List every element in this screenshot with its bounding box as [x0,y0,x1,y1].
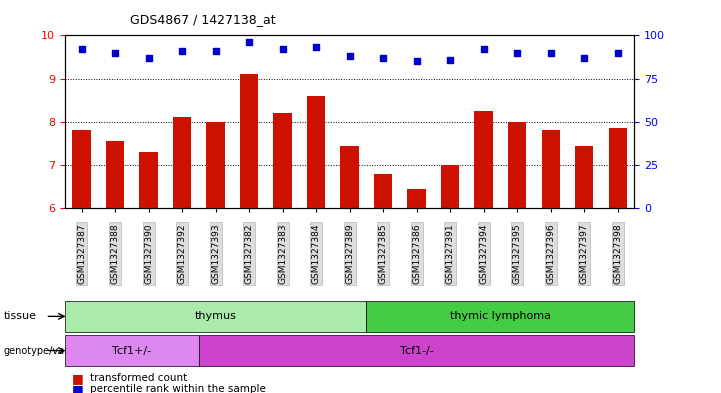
Bar [72,130,91,208]
Point [511,50,523,56]
Text: Tcf1+/-: Tcf1+/- [112,345,151,356]
Bar [206,122,225,208]
Point [177,48,188,54]
Point [76,46,87,52]
Text: Tcf1-/-: Tcf1-/- [400,345,433,356]
Point [110,50,121,56]
Bar [474,111,493,208]
Text: percentile rank within the sample: percentile rank within the sample [90,384,266,393]
Point [277,46,288,52]
Bar [374,174,392,208]
Text: genotype/variation: genotype/variation [4,345,96,356]
Text: ■: ■ [72,382,84,393]
Text: thymic lymphoma: thymic lymphoma [450,311,551,321]
Point [612,50,624,56]
Text: GSM1327390: GSM1327390 [144,223,153,284]
Text: GSM1327398: GSM1327398 [614,223,622,284]
Text: GSM1327383: GSM1327383 [278,223,287,284]
Point [578,55,590,61]
Bar [307,96,325,208]
Bar [106,141,124,208]
Bar [173,117,191,208]
Text: GSM1327388: GSM1327388 [110,223,120,284]
Bar [407,189,426,208]
Text: GSM1327382: GSM1327382 [244,223,254,284]
Point [545,50,557,56]
Bar [240,74,258,208]
Text: ■: ■ [72,371,84,385]
Text: GSM1327395: GSM1327395 [513,223,522,284]
Text: GSM1327393: GSM1327393 [211,223,220,284]
Bar [508,122,526,208]
Point [344,53,355,59]
Bar [273,113,292,208]
Point [143,55,154,61]
Text: GSM1327396: GSM1327396 [547,223,555,284]
Text: GSM1327394: GSM1327394 [479,223,488,284]
Text: GSM1327392: GSM1327392 [177,223,187,284]
Point [444,57,456,63]
Text: GSM1327384: GSM1327384 [311,223,321,284]
Bar [139,152,158,208]
Text: transformed count: transformed count [90,373,187,383]
Text: thymus: thymus [195,311,236,321]
Bar [441,165,459,208]
Point [244,39,255,46]
Text: GDS4867 / 1427138_at: GDS4867 / 1427138_at [130,13,275,26]
Point [210,48,221,54]
Point [478,46,490,52]
Point [411,58,423,64]
Text: GSM1327391: GSM1327391 [446,223,455,284]
Text: GSM1327397: GSM1327397 [580,223,589,284]
Bar [541,130,560,208]
Point [377,55,389,61]
Bar [575,145,593,208]
Text: tissue: tissue [4,311,37,321]
Text: GSM1327385: GSM1327385 [379,223,388,284]
Point [311,44,322,51]
Text: GSM1327386: GSM1327386 [412,223,421,284]
Bar [609,128,627,208]
Text: GSM1327387: GSM1327387 [77,223,86,284]
Bar [340,145,359,208]
Text: GSM1327389: GSM1327389 [345,223,354,284]
